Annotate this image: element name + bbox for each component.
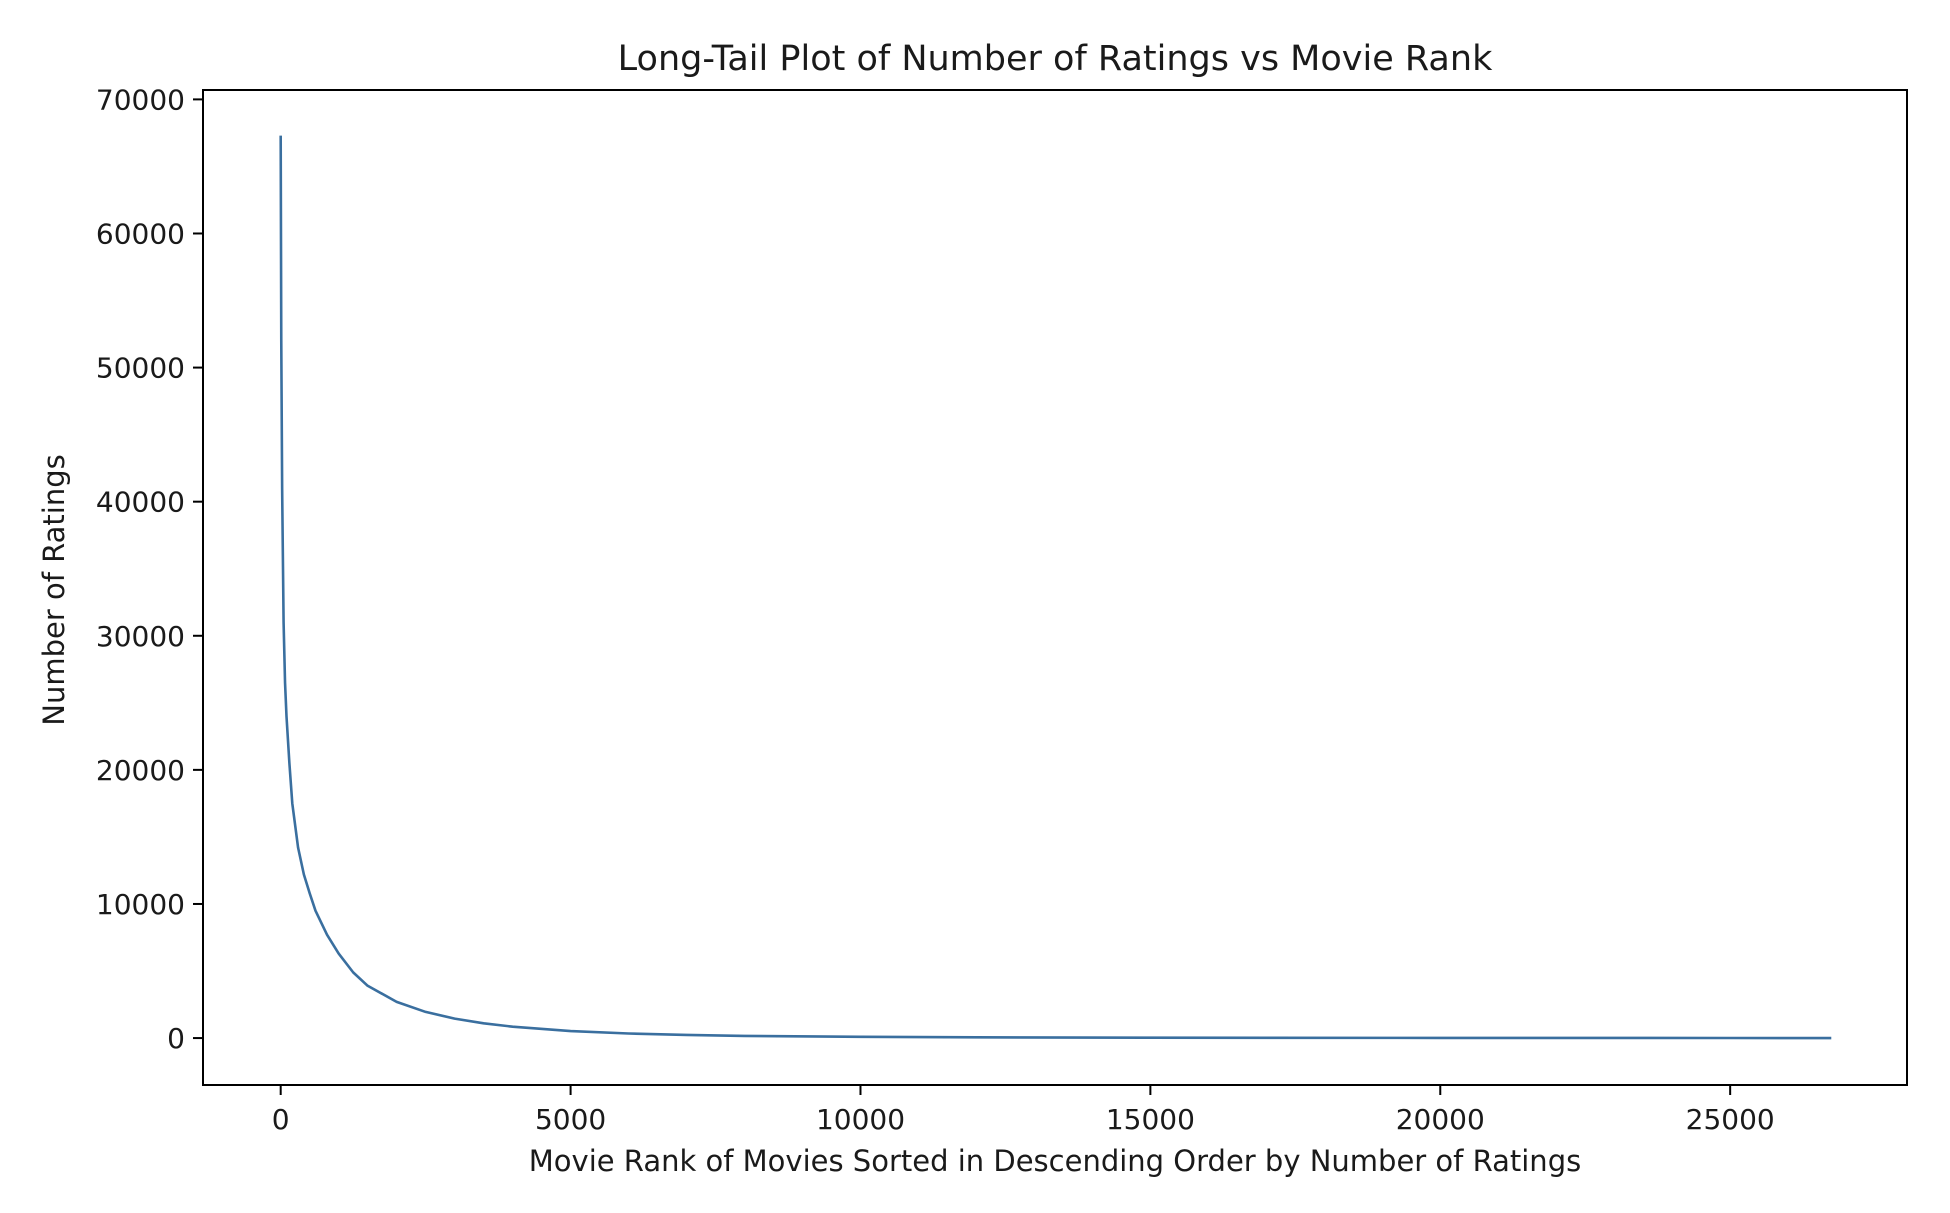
x-tick-label: 25000 bbox=[1686, 1103, 1775, 1136]
y-axis-ticks: 0 10000 20000 30000 40000 50000 60000 70000 bbox=[96, 83, 203, 1055]
x-tick-label: 15000 bbox=[1106, 1103, 1195, 1136]
x-axis-ticks: 0 5000 10000 15000 20000 25000 bbox=[272, 1085, 1775, 1136]
x-tick-label: 10000 bbox=[816, 1103, 905, 1136]
plot-frame bbox=[202, 89, 1908, 1086]
y-tick-label: 0 bbox=[167, 1022, 185, 1055]
y-tick-label: 10000 bbox=[96, 888, 185, 921]
y-tick-label: 40000 bbox=[96, 486, 185, 519]
y-axis-label: Number of Ratings bbox=[37, 454, 71, 726]
y-tick-label: 20000 bbox=[96, 754, 185, 787]
x-tick-label: 0 bbox=[272, 1103, 290, 1136]
y-tick-label: 70000 bbox=[96, 83, 185, 116]
chart-title: Long-Tail Plot of Number of Ratings vs M… bbox=[618, 39, 1493, 79]
x-tick-label: 20000 bbox=[1396, 1103, 1485, 1136]
y-tick-label: 50000 bbox=[96, 352, 185, 385]
series-line-0 bbox=[279, 135, 1832, 1040]
x-tick-label: 5000 bbox=[535, 1103, 606, 1136]
plot-area bbox=[202, 89, 1908, 1086]
y-tick-label: 60000 bbox=[96, 217, 185, 250]
y-tick-label: 30000 bbox=[96, 620, 185, 653]
x-axis-label: Movie Rank of Movies Sorted in Descendin… bbox=[529, 1144, 1581, 1178]
